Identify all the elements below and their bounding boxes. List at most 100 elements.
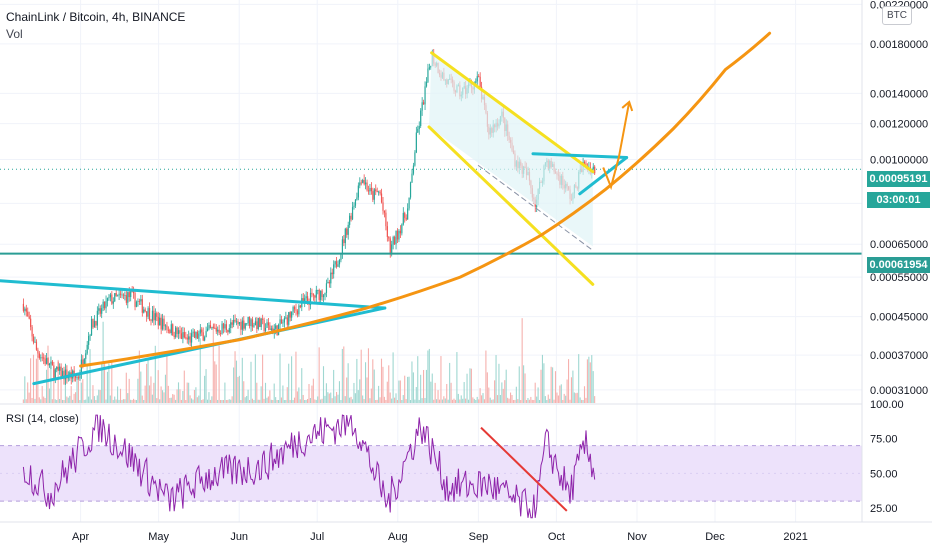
- volume-bar: [92, 385, 94, 403]
- candle-body: [185, 337, 187, 339]
- volume-bar: [550, 366, 552, 403]
- candle-body: [395, 230, 397, 245]
- candle-body: [288, 312, 290, 325]
- drawings: [0, 31, 862, 386]
- candle-body: [101, 308, 103, 314]
- volume-bar: [228, 399, 230, 403]
- candle-body: [63, 370, 65, 380]
- volume-bar: [189, 395, 191, 403]
- volume-bar: [334, 396, 336, 403]
- volume-bar: [70, 386, 72, 403]
- candle-body: [138, 301, 140, 302]
- volume-bar: [467, 399, 470, 403]
- volume-bar: [32, 354, 35, 403]
- time-tick-label: Nov: [627, 531, 647, 543]
- volume-bar: [163, 392, 165, 403]
- volume-bar: [40, 399, 42, 403]
- volume-bar: [247, 389, 249, 403]
- volume-bar: [434, 382, 436, 403]
- candle-body: [320, 290, 322, 300]
- candle-body: [27, 311, 29, 317]
- volume-bar: [66, 396, 68, 403]
- candle-body: [475, 81, 477, 83]
- volume-bar: [57, 359, 59, 403]
- candle-body: [34, 341, 36, 343]
- candle-body: [141, 299, 143, 313]
- candle-body: [176, 327, 178, 334]
- candle-body: [43, 357, 45, 359]
- volume-bar: [90, 399, 93, 403]
- candle-body: [420, 110, 422, 127]
- volume-bar: [356, 358, 358, 403]
- volume-bar: [370, 388, 372, 403]
- volume-bar: [450, 382, 452, 403]
- candle-body: [224, 324, 226, 329]
- candle-body: [225, 324, 227, 330]
- volume-bar: [436, 399, 438, 403]
- candle-body: [35, 341, 38, 350]
- volume-bar: [557, 395, 559, 403]
- volume-bar: [457, 393, 459, 403]
- candle-body: [376, 191, 378, 193]
- volume-bar: [128, 378, 130, 403]
- candle-body: [30, 318, 32, 327]
- volume-bar: [44, 398, 46, 403]
- volume-bar: [360, 349, 362, 403]
- projection-arrow-head: [621, 100, 634, 112]
- candle-body: [25, 308, 27, 312]
- candle-body: [412, 165, 415, 174]
- volume-bar: [73, 393, 75, 403]
- volume-bar: [330, 392, 332, 403]
- volume-bar: [536, 396, 538, 403]
- volume-bar: [69, 395, 71, 403]
- volume-bar: [177, 382, 180, 403]
- candle-body: [334, 261, 336, 265]
- candle-body: [104, 301, 106, 309]
- volume-bar: [527, 398, 529, 403]
- candle-body: [89, 335, 91, 337]
- candle-body: [186, 337, 188, 340]
- volume-bar: [552, 367, 554, 403]
- volume-bar: [312, 378, 314, 403]
- countdown-badge: 03:00:01: [867, 192, 930, 208]
- volume-bar: [264, 382, 267, 403]
- candle-body: [388, 236, 390, 239]
- volume-bar: [479, 388, 481, 403]
- candle-body: [309, 292, 312, 306]
- volume-bar: [367, 348, 369, 403]
- volume-bar: [89, 349, 91, 403]
- candle-body: [230, 322, 232, 329]
- candle-body: [279, 319, 281, 325]
- currency-button[interactable]: BTC: [882, 6, 912, 25]
- volume-bar: [569, 399, 571, 403]
- volume-bar: [363, 399, 365, 403]
- volume-bar: [182, 391, 184, 403]
- candle-body: [221, 323, 223, 334]
- candle-body: [182, 332, 184, 339]
- candle-body: [362, 180, 364, 183]
- volume-bar: [447, 399, 449, 403]
- candle-body: [114, 293, 116, 302]
- candle-body: [66, 369, 68, 379]
- last-price-badge: 0.00095191: [867, 171, 930, 187]
- volume-bar: [510, 392, 512, 403]
- volume-bar: [220, 399, 222, 403]
- channel-upper-line: [430, 51, 595, 174]
- price-tick-label: 0.00031000: [870, 385, 928, 397]
- candle-body: [82, 359, 84, 365]
- candle-body: [86, 344, 88, 354]
- volume-bar: [63, 399, 65, 403]
- candle-body: [156, 313, 158, 317]
- volume-bar: [420, 374, 422, 403]
- volume-bar: [291, 356, 293, 403]
- volume-bar: [272, 399, 274, 403]
- volume-bar: [250, 361, 252, 403]
- channel-lower-line: [427, 125, 595, 286]
- candle-body: [398, 230, 400, 240]
- volume-bar: [43, 396, 45, 403]
- candle-body: [209, 325, 212, 329]
- rsi-pane: [0, 403, 862, 519]
- volume-bar: [166, 354, 168, 403]
- volume-bar: [389, 392, 391, 403]
